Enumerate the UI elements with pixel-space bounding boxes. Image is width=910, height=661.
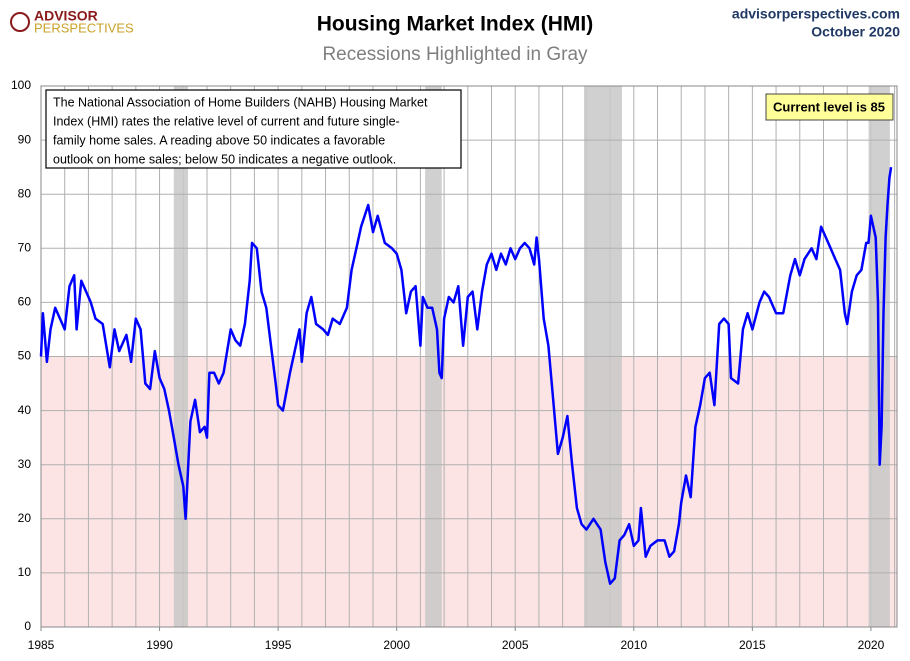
- y-tick-label: 70: [18, 240, 32, 254]
- x-tick-label: 2000: [383, 638, 410, 652]
- y-tick-label: 0: [24, 619, 31, 633]
- logo-bottom: PERSPECTIVES: [34, 20, 134, 35]
- y-tick-label: 100: [11, 78, 31, 92]
- y-tick-label: 10: [18, 565, 32, 579]
- chart-subtitle: Recessions Highlighted in Gray: [322, 44, 588, 65]
- y-tick-label: 90: [18, 132, 32, 146]
- y-tick-label: 30: [18, 457, 32, 471]
- x-tick-label: 1995: [265, 638, 292, 652]
- annotation-line: outlook on home sales; below 50 indicate…: [53, 152, 396, 166]
- logo-top: ADVISOR: [34, 8, 98, 24]
- annotation-line: Index (HMI) rates the relative level of …: [53, 114, 400, 128]
- threshold-zone: [41, 356, 897, 627]
- line: [39, 167, 893, 585]
- date: October 2020: [811, 24, 900, 40]
- x-tick-label: 2005: [502, 638, 529, 652]
- x-tick-label: 2015: [739, 638, 766, 652]
- annotation-line: family home sales. A reading above 50 in…: [53, 133, 385, 147]
- callout: Current level is 85: [773, 99, 885, 114]
- logo-icon: [10, 12, 30, 32]
- y-tick-label: 80: [18, 186, 32, 200]
- x-tick-label: 2020: [858, 638, 885, 652]
- x-tick-label: 2010: [620, 638, 647, 652]
- chart-title: Housing Market Index (HMI): [317, 13, 594, 36]
- x-tick-label: 1990: [146, 638, 173, 652]
- y-tick-label: 40: [18, 403, 32, 417]
- x-tick-label: 1985: [28, 638, 55, 652]
- callout-box: [765, 93, 894, 121]
- y-tick-label: 60: [18, 295, 32, 309]
- annotation-box: [45, 89, 462, 169]
- y-tick-label: 20: [18, 511, 32, 525]
- annotation-line: The National Association of Home Builder…: [53, 95, 428, 109]
- y-tick-label: 50: [18, 349, 32, 363]
- source: advisorperspectives.com: [732, 6, 900, 22]
